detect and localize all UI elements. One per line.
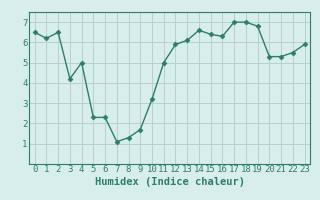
X-axis label: Humidex (Indice chaleur): Humidex (Indice chaleur) — [95, 177, 244, 187]
